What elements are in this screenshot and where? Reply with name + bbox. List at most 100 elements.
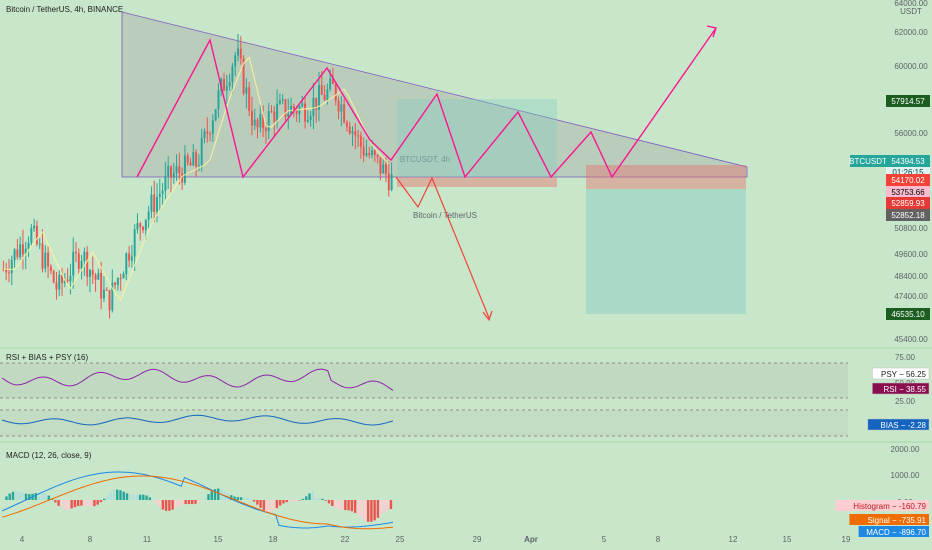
macd-histogram-bar (334, 500, 337, 509)
macd-histogram-bar (122, 491, 125, 500)
price-label-bg (886, 186, 930, 198)
candle-body (382, 164, 385, 174)
macd-histogram-bar (86, 500, 90, 507)
y-tick-label: 62000.00 (894, 28, 928, 37)
candle-body (343, 104, 346, 123)
price-label-symbol-bg (850, 155, 886, 167)
macd-histogram-bar (204, 497, 207, 500)
candle-body (44, 252, 47, 269)
macd-histogram-bar (171, 500, 174, 510)
macd-histogram-bar (28, 494, 31, 500)
price-label-bg (886, 95, 930, 107)
candle-body (292, 106, 295, 110)
candle-body (116, 278, 119, 285)
candle-body (192, 152, 195, 166)
macd-histogram-bar (213, 489, 217, 500)
macd-histogram-bar (93, 500, 96, 507)
candle-body (8, 272, 10, 274)
candle-body (122, 273, 125, 279)
chart-title: Bitcoin / TetherUS, 4h, BINANCE (6, 5, 123, 14)
candle-body (52, 270, 55, 283)
candle-body (139, 223, 142, 227)
candle-body (100, 272, 103, 299)
candle-body (234, 55, 237, 67)
candle-body (237, 48, 239, 56)
macd-histogram-bar (47, 495, 51, 500)
macd-histogram-bar (197, 500, 200, 503)
candle-body (334, 83, 337, 101)
candle-body (41, 243, 44, 269)
macd-histogram-bar (54, 500, 57, 503)
x-tick-label: 12 (729, 535, 738, 544)
y-tick-label: 60000.00 (894, 62, 928, 71)
candle-body (158, 193, 161, 198)
y-tick-label: 48400.00 (894, 272, 928, 281)
macd-histogram-bar (155, 500, 158, 504)
y-tick-label: 49600.00 (894, 250, 928, 259)
rsi-tick: 25.00 (895, 397, 916, 406)
macd-histogram-bar (34, 493, 37, 500)
macd-histogram-bar (288, 500, 292, 502)
rsi-value-label: RSI − 38.55 (884, 385, 927, 394)
macd-histogram-bar (285, 500, 288, 503)
macd-histogram-bar (249, 499, 253, 500)
candle-body (183, 155, 186, 183)
candle-body (278, 100, 281, 104)
macd-histogram-bar (119, 490, 122, 500)
rsi-pane-title: RSI + BIAS + PSY (16) (6, 353, 88, 362)
candle-body (267, 111, 270, 132)
macd-histogram-bar (314, 498, 318, 500)
candle-body (130, 256, 133, 261)
rsi-tick: 75.00 (895, 353, 916, 362)
macd-histogram-bar (230, 495, 233, 500)
candle-body (376, 154, 379, 158)
macd-value-label: Signal − -735.91 (868, 516, 927, 525)
candle-body (175, 166, 178, 174)
macd-histogram-bar (357, 500, 360, 516)
macd-histogram-bar (177, 500, 181, 506)
candle-body (49, 266, 52, 271)
candle-body (329, 78, 332, 90)
candle-body (13, 249, 16, 261)
candle-body (281, 99, 284, 101)
price-label: 53753.66 (891, 188, 925, 197)
macd-histogram-bar (158, 500, 161, 507)
candle-body (61, 274, 64, 284)
macd-histogram-bar (252, 500, 256, 502)
candle-body (86, 251, 89, 277)
candle-body (203, 131, 206, 138)
macd-histogram-bar (57, 500, 60, 506)
bias-band (0, 410, 848, 436)
bias-line (1, 414, 394, 426)
candle-body (326, 89, 329, 100)
candle-body (315, 97, 318, 110)
y-tick-label: 56000.00 (894, 129, 928, 138)
macd-histogram-bar (37, 492, 41, 500)
candle-body (94, 274, 97, 280)
candle-body (225, 86, 228, 91)
macd-histogram-bar (41, 492, 44, 500)
candle-body (340, 104, 343, 112)
macd-histogram-bar (18, 491, 21, 500)
macd-value-label-bg (858, 526, 929, 537)
price-label: 52852.18 (891, 211, 925, 220)
candle-body (19, 244, 22, 258)
macd-histogram-bar (96, 500, 99, 505)
macd-histogram-bar (376, 500, 380, 518)
macd-histogram-bar (347, 500, 350, 511)
candle-body (211, 120, 214, 134)
candle-body (47, 252, 50, 267)
candle-body (228, 82, 231, 87)
macd-histogram-bar (174, 500, 178, 508)
candle-body (38, 243, 41, 245)
x-tick-label: 15 (214, 535, 223, 544)
candle-body (178, 166, 181, 174)
candle-body (125, 253, 128, 274)
macd-histogram-bar (80, 500, 83, 506)
macd-histogram-bar (181, 500, 184, 505)
candle-body (264, 128, 267, 132)
macd-value-label: MACD − -896.70 (866, 528, 926, 537)
macd-histogram-bar (233, 496, 236, 500)
